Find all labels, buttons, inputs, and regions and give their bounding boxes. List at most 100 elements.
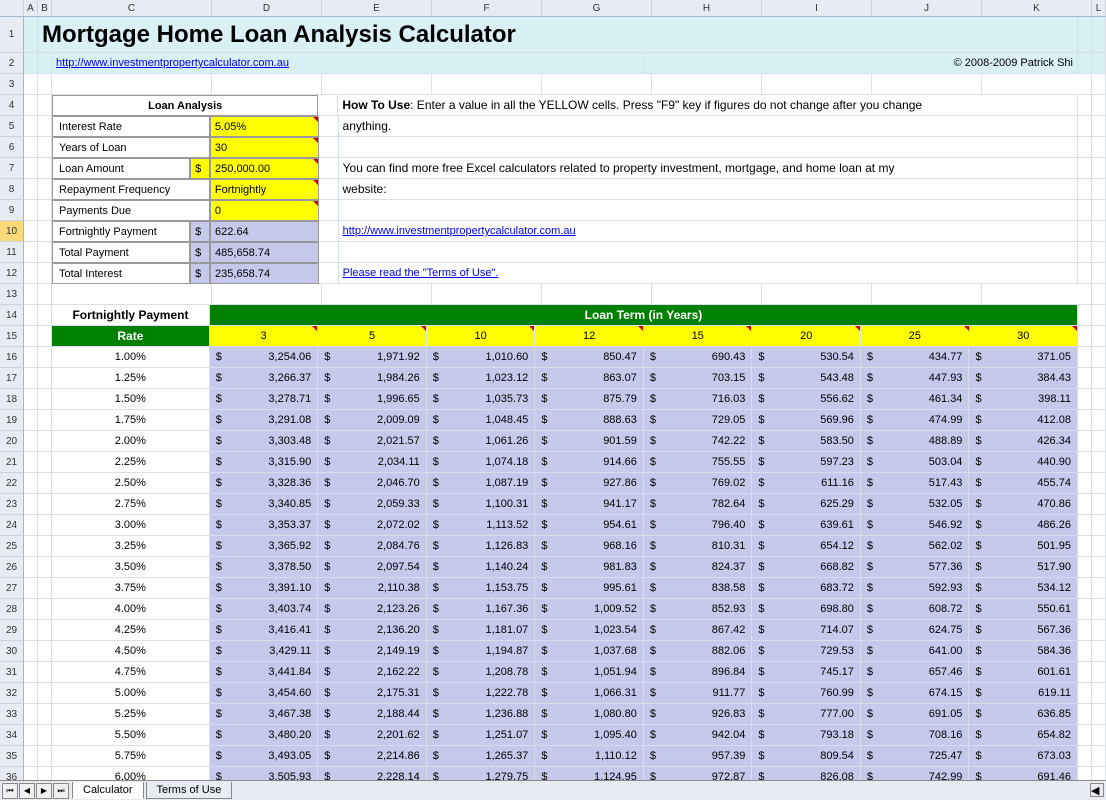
col-header-G[interactable]: G bbox=[542, 0, 652, 16]
term-10[interactable]: 10 bbox=[427, 326, 536, 347]
cell-4-6: $488.89 bbox=[861, 431, 970, 452]
cell-6-3: $927.86 bbox=[535, 473, 644, 494]
rate-16: 5.00% bbox=[52, 683, 210, 704]
cell-16-3: $1,066.31 bbox=[535, 683, 644, 704]
cell-14-6: $641.00 bbox=[861, 641, 970, 662]
col-header-E[interactable]: E bbox=[322, 0, 432, 16]
row-10: 10Fortnightly Payment$622.64http://www.i… bbox=[0, 221, 1106, 242]
cell-17-6: $691.05 bbox=[861, 704, 970, 725]
col-header-[interactable] bbox=[0, 0, 24, 16]
term-15[interactable]: 15 bbox=[644, 326, 753, 347]
rate-7: 2.75% bbox=[52, 494, 210, 515]
analysis-val-4[interactable]: 0 bbox=[210, 200, 319, 221]
cell-13-7: $567.36 bbox=[969, 620, 1078, 641]
rate-10: 3.50% bbox=[52, 557, 210, 578]
analysis-val-2[interactable]: 250,000.00 bbox=[210, 158, 319, 179]
analysis-label-6: Total Payment bbox=[52, 242, 190, 263]
analysis-label-2: Loan Amount bbox=[52, 158, 190, 179]
term-5[interactable]: 5 bbox=[318, 326, 427, 347]
row-9: 9Payments Due0 bbox=[0, 200, 1106, 221]
cell-8-0: $3,353.37 bbox=[210, 515, 319, 536]
row-6: 6Years of Loan30 bbox=[0, 137, 1106, 158]
nav-btn-3[interactable]: ⏭ bbox=[53, 783, 69, 799]
cell-11-0: $3,391.10 bbox=[210, 578, 319, 599]
term-25[interactable]: 25 bbox=[861, 326, 970, 347]
rate-14: 4.50% bbox=[52, 641, 210, 662]
row-32: 325.00%$3,454.60$2,175.31$1,222.78$1,066… bbox=[0, 683, 1106, 704]
cell-1-6: $447.93 bbox=[861, 368, 970, 389]
howto-12: Please read the "Terms of Use". bbox=[339, 263, 1078, 284]
cell-8-2: $1,113.52 bbox=[427, 515, 536, 536]
col-header-D[interactable]: D bbox=[212, 0, 322, 16]
cell-0-5: $530.54 bbox=[752, 347, 861, 368]
cell-19-6: $725.47 bbox=[861, 746, 970, 767]
tab-calculator[interactable]: Calculator bbox=[72, 782, 144, 799]
cell-8-4: $796.40 bbox=[644, 515, 753, 536]
cell-9-6: $562.02 bbox=[861, 536, 970, 557]
cell-7-6: $532.05 bbox=[861, 494, 970, 515]
tab-terms-of-use[interactable]: Terms of Use bbox=[146, 782, 233, 799]
analysis-val-3[interactable]: Fortnightly bbox=[210, 179, 319, 200]
cell-5-3: $914.66 bbox=[535, 452, 644, 473]
col-header-A[interactable]: A bbox=[24, 0, 38, 16]
website-link-2[interactable]: http://www.investmentpropertycalculator.… bbox=[343, 225, 576, 237]
term-3[interactable]: 3 bbox=[210, 326, 319, 347]
cell-3-5: $569.96 bbox=[752, 410, 861, 431]
col-header-K[interactable]: K bbox=[982, 0, 1092, 16]
howto-10: http://www.investmentpropertycalculator.… bbox=[339, 221, 1078, 242]
scroll-right-icon[interactable]: ◀ bbox=[1090, 783, 1104, 797]
cell-15-3: $1,051.94 bbox=[535, 662, 644, 683]
cell-14-5: $729.53 bbox=[752, 641, 861, 662]
cell-1-4: $703.15 bbox=[644, 368, 753, 389]
rate-3: 1.75% bbox=[52, 410, 210, 431]
term-20[interactable]: 20 bbox=[752, 326, 861, 347]
nav-btn-1[interactable]: ◀ bbox=[19, 783, 35, 799]
sheet-tabs: ⏮◀▶⏭CalculatorTerms of Use◀ bbox=[0, 780, 1106, 800]
cell-9-2: $1,126.83 bbox=[427, 536, 536, 557]
cell-11-2: $1,153.75 bbox=[427, 578, 536, 599]
cell-7-4: $782.64 bbox=[644, 494, 753, 515]
cell-10-5: $668.82 bbox=[752, 557, 861, 578]
row-3: 3 bbox=[0, 74, 1106, 95]
term-12[interactable]: 12 bbox=[535, 326, 644, 347]
website-link[interactable]: http://www.investmentpropertycalculator.… bbox=[56, 57, 289, 69]
cell-17-3: $1,080.80 bbox=[535, 704, 644, 725]
cell-7-3: $941.17 bbox=[535, 494, 644, 515]
col-header-L[interactable]: L bbox=[1092, 0, 1106, 16]
rate-1: 1.25% bbox=[52, 368, 210, 389]
cell-3-1: $2,009.09 bbox=[318, 410, 427, 431]
rate-header: Rate bbox=[52, 326, 210, 347]
analysis-label-1: Years of Loan bbox=[52, 137, 210, 158]
analysis-val-1[interactable]: 30 bbox=[210, 137, 319, 158]
row-18: 181.50%$3,278.71$1,996.65$1,035.73$875.7… bbox=[0, 389, 1106, 410]
terms-link[interactable]: Please read the "Terms of Use". bbox=[343, 267, 499, 279]
row-25: 253.25%$3,365.92$2,084.76$1,126.83$968.1… bbox=[0, 536, 1106, 557]
term-30[interactable]: 30 bbox=[970, 326, 1079, 347]
col-header-B[interactable]: B bbox=[38, 0, 52, 16]
cell-3-2: $1,048.45 bbox=[427, 410, 536, 431]
row-8: 8Repayment FrequencyFortnightlywebsite: bbox=[0, 179, 1106, 200]
rate-5: 2.25% bbox=[52, 452, 210, 473]
cell-4-7: $426.34 bbox=[969, 431, 1078, 452]
col-header-I[interactable]: I bbox=[762, 0, 872, 16]
cell-8-7: $486.26 bbox=[969, 515, 1078, 536]
col-header-J[interactable]: J bbox=[872, 0, 982, 16]
row-13: 13 bbox=[0, 284, 1106, 305]
col-header-H[interactable]: H bbox=[652, 0, 762, 16]
cell-8-1: $2,072.02 bbox=[318, 515, 427, 536]
analysis-val-0[interactable]: 5.05% bbox=[210, 116, 319, 137]
cell-9-1: $2,084.76 bbox=[318, 536, 427, 557]
rate-8: 3.00% bbox=[52, 515, 210, 536]
row-27: 273.75%$3,391.10$2,110.38$1,153.75$995.6… bbox=[0, 578, 1106, 599]
col-header-C[interactable]: C bbox=[52, 0, 212, 16]
cell-14-2: $1,194.87 bbox=[427, 641, 536, 662]
howto-9 bbox=[339, 200, 1078, 221]
cell-4-2: $1,061.26 bbox=[427, 431, 536, 452]
nav-btn-2[interactable]: ▶ bbox=[36, 783, 52, 799]
cell-1-2: $1,023.12 bbox=[427, 368, 536, 389]
cell-2-5: $556.62 bbox=[752, 389, 861, 410]
nav-btn-0[interactable]: ⏮ bbox=[2, 783, 18, 799]
row-2: 2http://www.investmentpropertycalculator… bbox=[0, 53, 1106, 74]
col-header-F[interactable]: F bbox=[432, 0, 542, 16]
row-1: 1Mortgage Home Loan Analysis Calculator bbox=[0, 17, 1106, 53]
